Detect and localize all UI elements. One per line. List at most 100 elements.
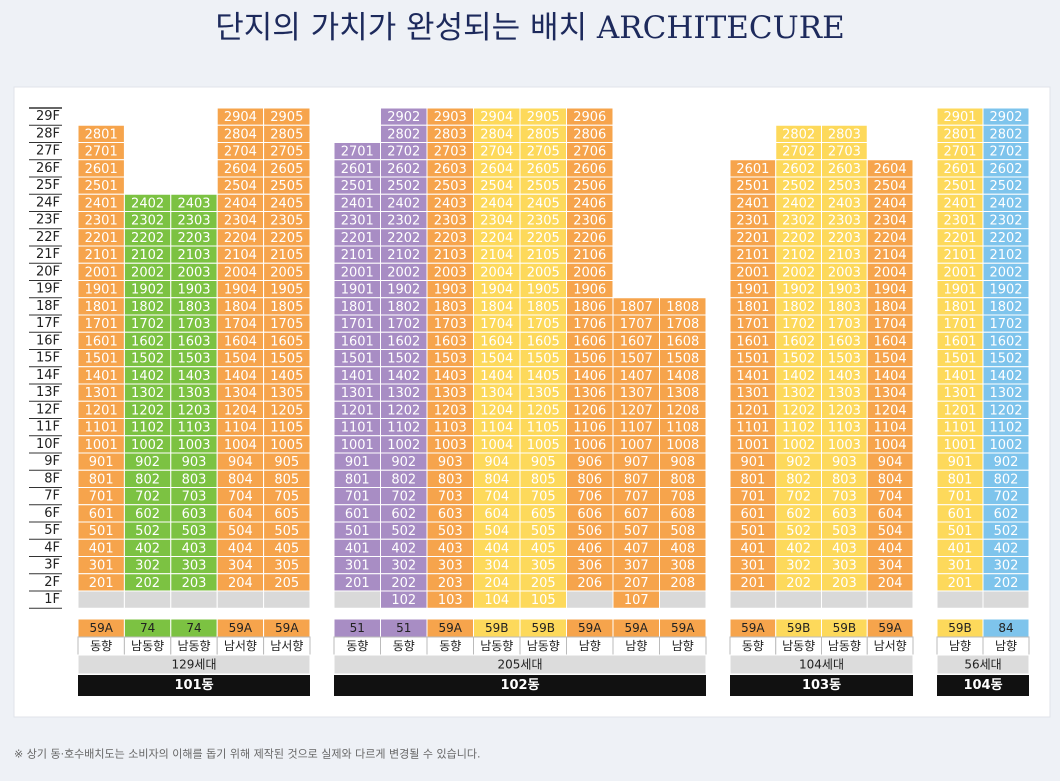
unit-number: 2906 <box>573 110 606 125</box>
unit-number: 1501 <box>341 352 374 367</box>
unit-number: 2301 <box>943 214 976 229</box>
unit-number: 503 <box>438 524 463 539</box>
unit-number: 2705 <box>527 145 560 160</box>
unit-number: 2103 <box>177 248 210 263</box>
unit-number: 305 <box>274 559 299 574</box>
unit-number: 2405 <box>270 196 303 211</box>
unit-number: 501 <box>948 524 973 539</box>
unit-number: 701 <box>89 490 114 505</box>
orientation: 동향 <box>742 639 764 653</box>
unit-number: 404 <box>228 541 253 556</box>
unit-number: 801 <box>948 472 973 487</box>
floor-label: 4F <box>44 540 60 555</box>
unit-number: 203 <box>438 576 463 591</box>
unit-number: 1603 <box>828 334 861 349</box>
unit-number: 2104 <box>874 248 907 263</box>
unit-number: 1705 <box>270 317 303 332</box>
unit-number: 2203 <box>434 231 467 246</box>
unit-number: 306 <box>577 559 602 574</box>
unit-number: 1504 <box>874 352 907 367</box>
floor-label: 2F <box>44 575 60 590</box>
unit-number: 2305 <box>527 214 560 229</box>
unit-type: 74 <box>140 621 155 635</box>
unit-number: 1902 <box>387 283 420 298</box>
unit-number: 2302 <box>782 214 815 229</box>
unit-number: 2605 <box>527 162 560 177</box>
unit-number: 1503 <box>177 352 210 367</box>
orientation: 동향 <box>393 639 415 653</box>
unit-number: 1502 <box>989 352 1022 367</box>
empty-cell <box>263 590 311 609</box>
title: 단지의 가치가 완성되는 배치 ARCHITECURE <box>215 10 845 46</box>
unit-number: 1806 <box>573 300 606 315</box>
unit-number: 308 <box>670 559 695 574</box>
unit-number: 307 <box>624 559 649 574</box>
unit-number: 1303 <box>828 386 861 401</box>
unit-number: 2104 <box>224 248 257 263</box>
unit-number: 2402 <box>387 196 420 211</box>
unit-number: 1507 <box>620 352 653 367</box>
unit-number: 704 <box>228 490 253 505</box>
unit-number: 2506 <box>573 179 606 194</box>
unit-number: 2601 <box>736 162 769 177</box>
unit-number: 302 <box>135 559 160 574</box>
unit-type: 59A <box>578 621 602 635</box>
unit-number: 502 <box>135 524 160 539</box>
unit-number: 905 <box>531 455 556 470</box>
unit-number: 2403 <box>177 196 210 211</box>
unit-number: 706 <box>577 490 602 505</box>
unit-number: 1201 <box>943 403 976 418</box>
unit-number: 901 <box>740 455 765 470</box>
unit-number: 204 <box>228 576 253 591</box>
unit-number: 1402 <box>989 369 1022 384</box>
unit-number: 2203 <box>828 231 861 246</box>
unit-number: 2202 <box>387 231 420 246</box>
unit-number: 403 <box>438 541 463 556</box>
unit-number: 904 <box>228 455 253 470</box>
unit-number: 203 <box>832 576 857 591</box>
unit-number: 1504 <box>224 352 257 367</box>
unit-number: 2103 <box>828 248 861 263</box>
unit-number: 1301 <box>85 386 118 401</box>
unit-number: 2304 <box>480 214 513 229</box>
unit-number: 1008 <box>666 438 699 453</box>
unit-number: 201 <box>740 576 765 591</box>
unit-number: 2303 <box>177 214 210 229</box>
unit-number: 1605 <box>527 334 560 349</box>
unit-number: 2002 <box>387 265 420 280</box>
unit-number: 1103 <box>828 421 861 436</box>
unit-number: 607 <box>624 507 649 522</box>
households-cell <box>729 654 914 675</box>
orientation: 남서향 <box>270 639 303 653</box>
empty-cell <box>123 590 172 609</box>
unit-number: 602 <box>135 507 160 522</box>
unit-number: 903 <box>438 455 463 470</box>
unit-number: 604 <box>484 507 509 522</box>
unit-number: 1608 <box>666 334 699 349</box>
unit-number: 2001 <box>341 265 374 280</box>
unit-number: 1205 <box>527 403 560 418</box>
unit-number: 705 <box>274 490 299 505</box>
unit-number: 1301 <box>943 386 976 401</box>
unit-number: 302 <box>994 559 1019 574</box>
unit-number: 602 <box>391 507 416 522</box>
unit-number: 1807 <box>620 300 653 315</box>
unit-number: 305 <box>531 559 556 574</box>
unit-number: 1201 <box>85 403 118 418</box>
empty-cell <box>775 590 822 609</box>
unit-number: 1005 <box>270 438 303 453</box>
unit-number: 301 <box>345 559 370 574</box>
unit-number: 2202 <box>989 231 1022 246</box>
unit-number: 304 <box>878 559 903 574</box>
floor-label: 28F <box>36 126 60 141</box>
unit-type: 59B <box>787 621 811 635</box>
unit-number: 1703 <box>434 317 467 332</box>
empty-cell <box>821 590 868 609</box>
unit-number: 801 <box>740 472 765 487</box>
unit-number: 1805 <box>527 300 560 315</box>
floor-label: 21F <box>36 247 60 262</box>
orientation: 동향 <box>439 639 461 653</box>
unit-number: 1803 <box>177 300 210 315</box>
unit-number: 601 <box>948 507 973 522</box>
